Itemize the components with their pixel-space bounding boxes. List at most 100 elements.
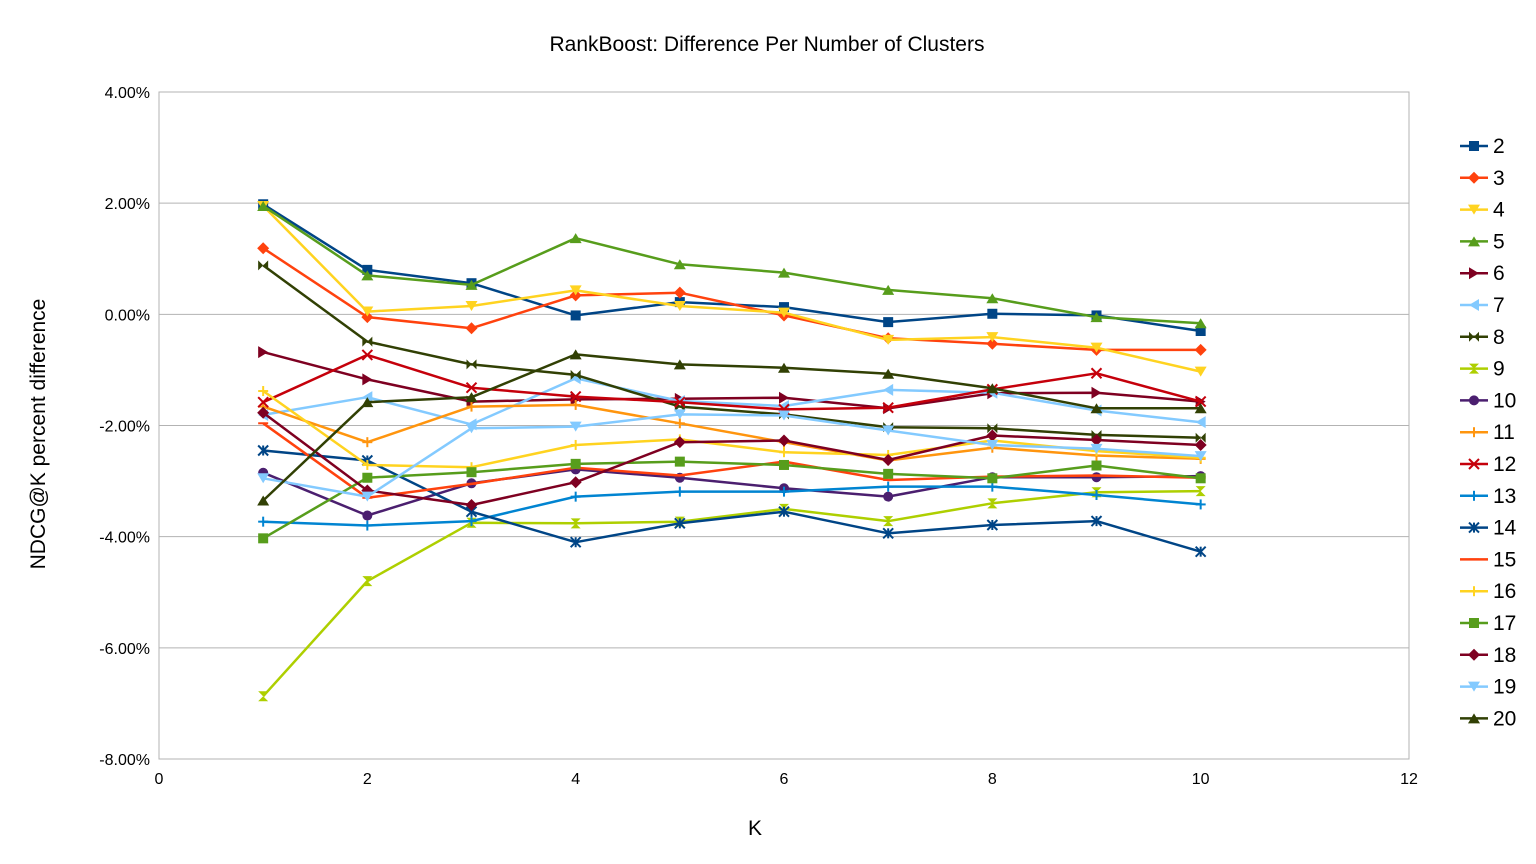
- legend-label: 7: [1493, 294, 1505, 317]
- legend-label: 5: [1493, 230, 1505, 253]
- data-point: [569, 421, 582, 432]
- data-point: [465, 498, 478, 511]
- data-point: [986, 332, 999, 343]
- series-5: [257, 200, 1207, 329]
- data-point: [778, 307, 790, 318]
- data-point: [1090, 312, 1103, 323]
- legend-item: 14: [1460, 517, 1517, 540]
- legend-marker: [1468, 681, 1480, 692]
- data-point: [465, 392, 478, 403]
- legend-label: 18: [1493, 644, 1516, 667]
- data-point: [570, 369, 581, 380]
- data-point: [778, 505, 790, 518]
- data-point: [465, 423, 478, 434]
- legend-marker: [1468, 648, 1480, 661]
- legend-label: 20: [1493, 707, 1516, 730]
- data-point: [1194, 395, 1207, 408]
- data-point: [466, 359, 477, 370]
- data-point: [258, 386, 269, 397]
- data-point: [1194, 451, 1207, 462]
- data-point: [883, 317, 894, 328]
- data-point: [1194, 403, 1207, 414]
- series-line: [263, 485, 1201, 527]
- data-point: [1194, 545, 1207, 558]
- data-point: [882, 527, 894, 540]
- legend-item: 5: [1460, 230, 1505, 253]
- legend-label: 11: [1493, 421, 1515, 444]
- legend-item: 15: [1460, 548, 1516, 571]
- legend-marker: [1469, 141, 1479, 151]
- data-point: [361, 349, 374, 361]
- x-tick-label: 12: [1400, 771, 1418, 788]
- data-point: [674, 517, 686, 530]
- data-point: [673, 409, 686, 420]
- x-tick-label: 4: [571, 771, 580, 788]
- y-axis-label: NDCG@K percent difference: [27, 299, 50, 570]
- x-tick-label: 8: [988, 771, 997, 788]
- legend: 2 3 4 5 6 7 8 9 10 11 12 13 14 15 16 17 18 19 20: [1460, 135, 1517, 730]
- legend-item: 8: [1460, 326, 1505, 349]
- legend-label: 13: [1493, 485, 1516, 508]
- data-point: [362, 520, 373, 531]
- data-point: [257, 396, 269, 408]
- legend-item: 6: [1460, 262, 1505, 285]
- legend-marker: [1468, 171, 1480, 184]
- data-point: [883, 481, 894, 492]
- legend-item: 3: [1460, 167, 1505, 190]
- data-point: [465, 322, 478, 335]
- data-point: [465, 279, 478, 290]
- data-point: [779, 391, 789, 404]
- data-point: [1195, 416, 1206, 429]
- legend-label: 10: [1493, 389, 1516, 412]
- series-8: [258, 260, 1206, 443]
- data-point: [1091, 489, 1102, 500]
- series-12: [257, 349, 1207, 416]
- data-point: [883, 468, 894, 479]
- series-13: [258, 481, 1206, 531]
- data-point: [778, 410, 790, 421]
- data-point: [986, 519, 999, 531]
- legend-label: 16: [1493, 580, 1516, 603]
- data-point: [570, 518, 581, 529]
- series-line: [262, 205, 1201, 373]
- legend-label: 8: [1493, 326, 1505, 349]
- series-20: [257, 349, 1207, 506]
- data-point: [987, 473, 998, 484]
- data-point: [569, 390, 582, 403]
- data-point: [570, 399, 581, 410]
- data-point: [778, 362, 790, 373]
- series-line: [262, 411, 1201, 507]
- data-point: [882, 284, 895, 295]
- y-tick-label: -4.00%: [99, 530, 150, 547]
- data-point: [1194, 366, 1207, 377]
- y-tick-label: 0.00%: [105, 307, 150, 324]
- series-layer: [257, 199, 1207, 702]
- data-point: [362, 472, 373, 483]
- data-point: [1090, 342, 1103, 353]
- legend-marker: [1468, 458, 1480, 470]
- data-point: [465, 381, 478, 394]
- data-point: [883, 383, 894, 396]
- y-tick-label: -6.00%: [99, 641, 150, 658]
- data-point: [1091, 472, 1102, 483]
- x-tick-label: 0: [155, 771, 164, 788]
- data-point: [569, 476, 582, 489]
- data-point: [257, 200, 270, 211]
- legend-label: 19: [1493, 676, 1516, 699]
- data-point: [1090, 433, 1103, 446]
- data-point: [986, 439, 999, 450]
- data-point: [570, 439, 581, 450]
- data-point: [361, 306, 374, 317]
- data-point: [569, 536, 582, 548]
- legend-marker: [1469, 267, 1479, 280]
- data-point: [466, 467, 477, 478]
- data-point: [1091, 460, 1102, 471]
- data-point: [361, 311, 374, 324]
- data-point: [1195, 473, 1206, 484]
- data-point: [569, 349, 582, 360]
- data-point: [257, 406, 270, 419]
- data-point: [1195, 432, 1206, 443]
- data-point: [986, 337, 999, 350]
- series-line: [262, 413, 1201, 498]
- data-point: [673, 436, 686, 449]
